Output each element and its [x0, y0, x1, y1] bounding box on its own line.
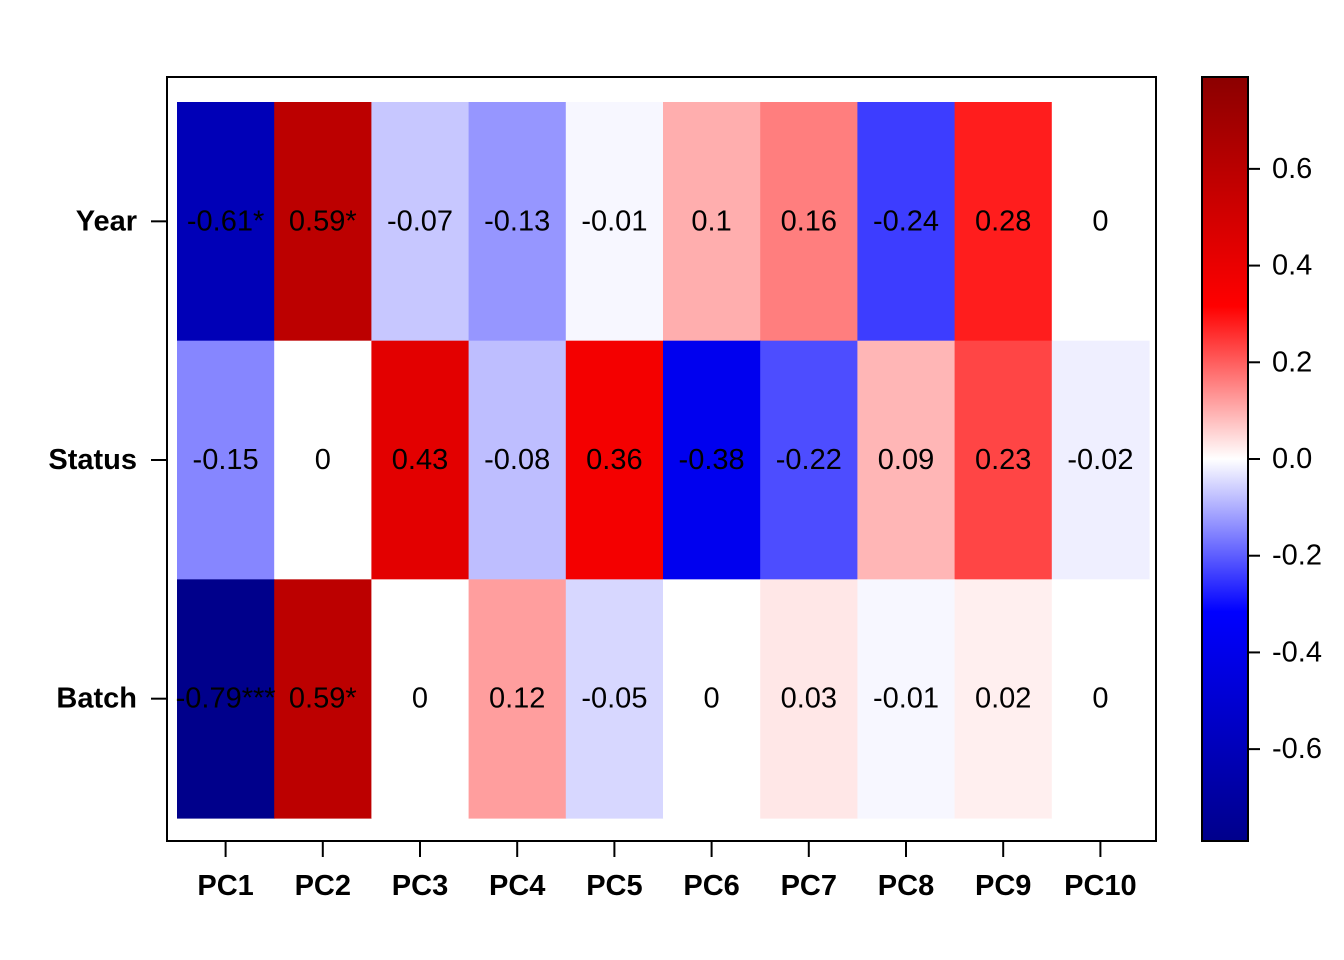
row-label: Year [76, 205, 137, 237]
heatmap-cell [1051, 340, 1150, 580]
heatmap-cell-label: 0 [704, 683, 720, 715]
heatmap-cell-label: -0.08 [484, 444, 550, 476]
row-label: Batch [56, 683, 137, 715]
heatmap-cell [371, 579, 470, 819]
plot-frame [166, 76, 1157, 842]
colorbar-tick-label: 0.0 [1272, 443, 1312, 475]
heatmap-cell [565, 579, 664, 819]
heatmap-cell-label: 0.23 [975, 444, 1031, 476]
heatmap-cell-label: 0.12 [489, 683, 545, 715]
row-label: Status [48, 444, 137, 476]
colorbar-tick-label: -0.4 [1272, 636, 1322, 668]
heatmap-cell [468, 340, 567, 580]
heatmap-cell-label: -0.01 [873, 683, 939, 715]
heatmap-cell-label: -0.01 [581, 205, 647, 237]
heatmap-cell [565, 102, 664, 342]
column-label: PC7 [781, 870, 837, 902]
heatmap-cell-label: 0 [1092, 205, 1108, 237]
heatmap-cell [177, 102, 275, 342]
column-label: PC5 [586, 870, 642, 902]
colorbar-tick-label: 0.6 [1272, 153, 1312, 185]
heatmap-cell-label: 0.59* [289, 205, 357, 237]
column-label: PC10 [1064, 870, 1137, 902]
heatmap-cell-label: 0.43 [392, 444, 448, 476]
column-label: PC2 [295, 870, 351, 902]
heatmap-cell-label: 0.59* [289, 683, 357, 715]
column-label: PC6 [683, 870, 739, 902]
heatmap-cell [274, 579, 372, 819]
colorbar-gradient [1202, 77, 1248, 841]
row-axis: Year Status Batch [48, 205, 167, 715]
heatmap-cell [954, 579, 1053, 819]
column-axis: PC1 PC2 PC3 PC4 PC5 PC6 PC7 PC8 PC9 PC10 [197, 841, 1137, 902]
heatmap-cell-label: 0.09 [878, 444, 934, 476]
heatmap-cell [468, 102, 567, 342]
heatmap-cell-label: 0.03 [781, 683, 837, 715]
heatmap-cell [1051, 102, 1150, 342]
heatmap-cell-label: -0.13 [484, 205, 550, 237]
heatmap-cell-label: -0.05 [581, 683, 647, 715]
column-label: PC4 [489, 870, 545, 902]
heatmap-cell [857, 340, 956, 580]
heatmap-cell-label: 0.02 [975, 683, 1031, 715]
heatmap-cell-label: 0 [1092, 683, 1108, 715]
heatmap-cell [177, 340, 275, 580]
heatmap-cell [760, 340, 858, 580]
heatmap-cell [565, 340, 664, 580]
column-label: PC8 [878, 870, 934, 902]
heatmap-cell-label: -0.79*** [176, 683, 276, 715]
colorbar-tick-label: -0.6 [1272, 733, 1322, 765]
heatmap-cell-label: -0.38 [679, 444, 745, 476]
heatmap-cell [177, 579, 275, 819]
heatmap-cell [857, 102, 956, 342]
colorbar-tick-label: 0.4 [1272, 250, 1312, 282]
heatmap-cell-label: 0 [315, 444, 331, 476]
heatmap-cell-label: -0.02 [1067, 444, 1133, 476]
heatmap-cell [371, 340, 470, 580]
heatmap-cell-label: -0.07 [387, 205, 453, 237]
heatmap-cell [274, 102, 372, 342]
column-label: PC9 [975, 870, 1031, 902]
heatmap-cell-label: -0.24 [873, 205, 939, 237]
heatmap-cell-label: 0.36 [586, 444, 642, 476]
heatmap-cell [663, 102, 761, 342]
heatmap-cells [177, 102, 1150, 819]
heatmap-cell [663, 340, 761, 580]
heatmap-cell [760, 102, 858, 342]
heatmap-cell [954, 340, 1053, 580]
heatmap-cell [663, 579, 761, 819]
heatmap-cell-label: 0.16 [781, 205, 837, 237]
heatmap-cell-label: 0.1 [691, 205, 731, 237]
heatmap-cell-label: -0.22 [776, 444, 842, 476]
heatmap-cell-label: -0.15 [193, 444, 259, 476]
heatmap-cell [760, 579, 858, 819]
heatmap-cell-label: 0.28 [975, 205, 1031, 237]
heatmap-cell [1051, 579, 1150, 819]
heatmap-cell-label: 0 [412, 683, 428, 715]
heatmap-cell [857, 579, 956, 819]
colorbar-tick-label: -0.2 [1272, 540, 1322, 572]
heatmap-cell [954, 102, 1053, 342]
colorbar-tick-label: 0.2 [1272, 346, 1312, 378]
heatmap-cell-labels: -0.61* 0.59* -0.07 -0.13 -0.01 0.1 0.16 -0.24 0.… [176, 205, 1134, 714]
heatmap-cell [468, 579, 567, 819]
colorbar: -0.6 -0.4 -0.2 0.0 0.2 0.4 0.6 [1201, 76, 1322, 842]
column-label: PC3 [392, 870, 448, 902]
heatmap-cell [274, 340, 372, 580]
heatmap-cell [371, 102, 470, 342]
heatmap-cell-label: -0.61* [187, 205, 264, 237]
column-label: PC1 [197, 870, 253, 902]
